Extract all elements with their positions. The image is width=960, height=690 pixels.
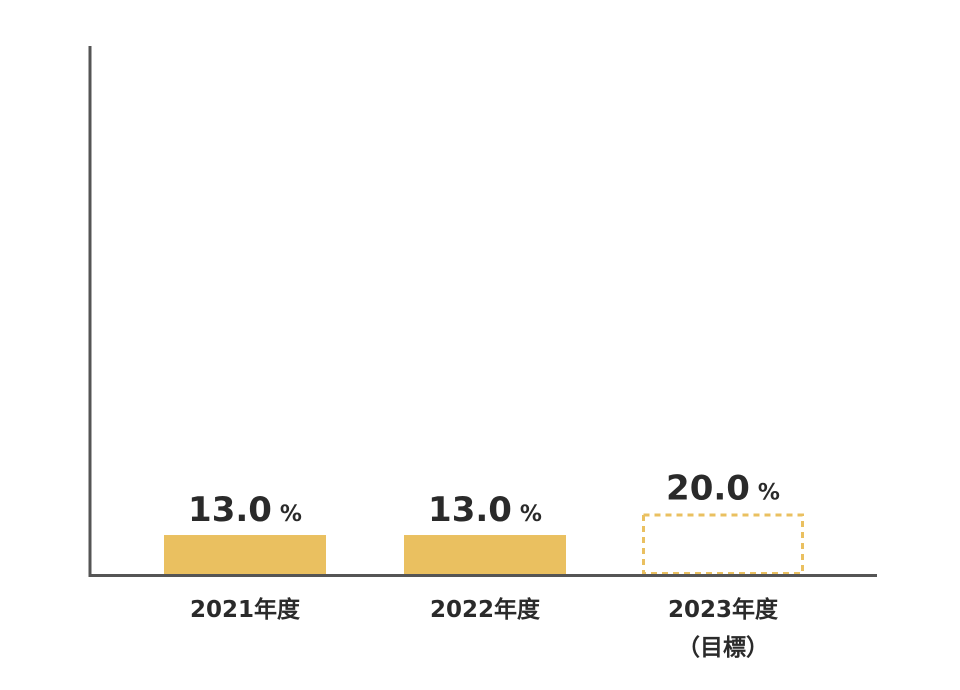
value-number-3: 20.0: [666, 468, 750, 508]
value-label-2: 13.0%: [428, 490, 542, 530]
value-number-2: 13.0: [428, 490, 512, 530]
bar-3-target: [642, 513, 804, 575]
value-label-1: 13.0%: [188, 490, 302, 530]
bar-1: [164, 535, 326, 575]
value-label-3: 20.0%: [666, 468, 780, 508]
category-sublabel-3: （目標）: [677, 634, 769, 661]
category-label-3: 2023年度: [668, 596, 779, 623]
category-label-2: 2022年度: [430, 596, 541, 623]
value-unit-2: %: [520, 502, 542, 527]
bar-2: [404, 535, 566, 575]
value-number-1: 13.0: [188, 490, 272, 530]
category-label-1: 2021年度: [190, 596, 301, 623]
value-unit-1: %: [280, 502, 302, 527]
value-unit-3: %: [758, 480, 780, 505]
